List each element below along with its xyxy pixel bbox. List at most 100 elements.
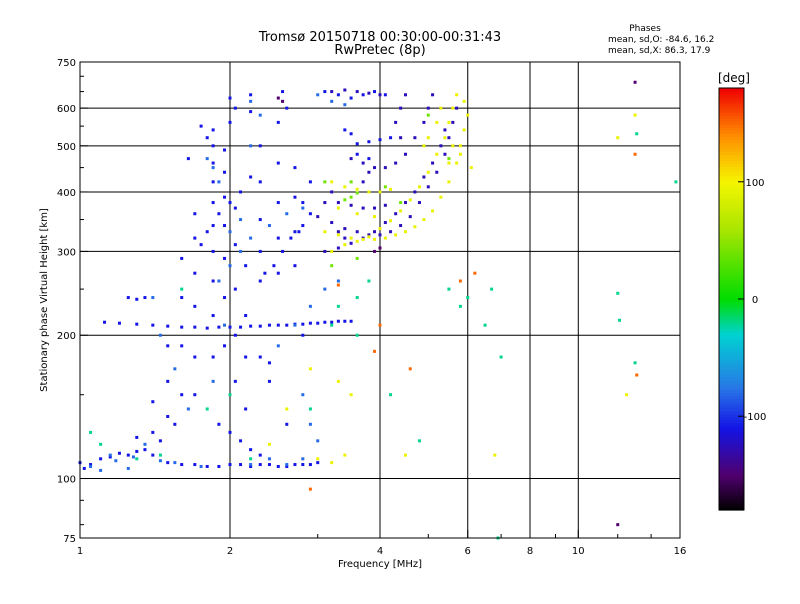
data-point bbox=[462, 128, 466, 132]
data-point bbox=[117, 451, 121, 455]
colorbar-segment bbox=[719, 431, 744, 436]
data-point bbox=[193, 325, 197, 329]
data-point bbox=[323, 320, 327, 324]
data-point bbox=[308, 304, 312, 308]
data-point bbox=[462, 99, 466, 103]
data-point bbox=[394, 161, 398, 165]
data-point bbox=[205, 157, 209, 161]
data-point bbox=[435, 170, 439, 174]
data-point bbox=[180, 344, 184, 348]
data-point bbox=[126, 466, 130, 470]
colorbar-segment bbox=[719, 440, 744, 445]
data-point bbox=[343, 103, 347, 107]
data-point bbox=[447, 180, 451, 184]
x-tick-label: 1 bbox=[77, 546, 83, 557]
data-point bbox=[180, 296, 184, 300]
colorbar-segment bbox=[719, 326, 744, 330]
data-point bbox=[426, 185, 430, 189]
x-tick-label: 4 bbox=[377, 546, 383, 557]
y-tick-label: 300 bbox=[57, 247, 76, 258]
colorbar-segment bbox=[719, 473, 744, 478]
data-point bbox=[373, 230, 377, 234]
colorbar-segment bbox=[719, 332, 744, 336]
data-point bbox=[108, 453, 112, 457]
data-point bbox=[373, 249, 377, 253]
data-point bbox=[211, 355, 215, 359]
phase-colorbar: 100 0 -100 bbox=[718, 87, 766, 511]
data-point bbox=[330, 180, 334, 184]
data-point bbox=[205, 230, 209, 234]
data-point bbox=[633, 80, 637, 84]
data-point bbox=[151, 430, 155, 434]
data-point bbox=[443, 136, 447, 140]
data-point bbox=[394, 233, 398, 237]
data-point bbox=[378, 233, 382, 237]
data-point bbox=[378, 190, 382, 194]
colorbar-segment bbox=[719, 455, 744, 460]
colorbar-segment bbox=[719, 302, 744, 306]
data-point bbox=[293, 264, 297, 268]
data-point bbox=[233, 333, 237, 337]
colorbar-segment bbox=[719, 470, 744, 475]
colorbar-segment bbox=[719, 286, 744, 291]
colorbar-segment bbox=[719, 503, 744, 508]
data-point bbox=[447, 157, 451, 161]
data-point bbox=[217, 325, 221, 329]
data-point bbox=[330, 221, 334, 225]
data-point bbox=[308, 487, 312, 491]
colorbar-segment bbox=[719, 112, 744, 116]
data-point bbox=[373, 90, 377, 94]
data-point bbox=[239, 439, 243, 443]
data-point bbox=[272, 264, 276, 268]
data-point bbox=[394, 120, 398, 124]
data-point bbox=[439, 106, 443, 110]
data-point bbox=[301, 224, 305, 228]
data-point bbox=[301, 322, 305, 326]
data-point bbox=[403, 201, 407, 205]
data-point bbox=[373, 166, 377, 170]
data-point bbox=[143, 296, 147, 300]
colorbar-segment bbox=[719, 217, 744, 222]
data-point bbox=[323, 180, 327, 184]
colorbar-segment bbox=[719, 253, 744, 258]
colorbar-segment bbox=[719, 485, 744, 490]
colorbar-segment bbox=[719, 223, 744, 228]
data-point bbox=[293, 230, 297, 234]
data-point bbox=[244, 407, 248, 411]
data-point bbox=[336, 233, 340, 237]
data-point bbox=[399, 201, 403, 205]
data-point bbox=[89, 430, 93, 434]
colorbar-segment bbox=[719, 467, 744, 472]
colorbar-segment bbox=[719, 160, 744, 164]
colorbar-segment bbox=[719, 241, 744, 246]
data-point bbox=[316, 215, 320, 219]
colorbar-segment bbox=[719, 425, 744, 430]
colorbar-segment bbox=[719, 479, 744, 484]
data-point bbox=[211, 201, 215, 205]
data-point bbox=[199, 124, 203, 128]
data-point bbox=[458, 152, 462, 156]
data-point bbox=[399, 224, 403, 228]
data-point bbox=[285, 422, 289, 426]
colorbar-tick-label: 100 bbox=[745, 178, 764, 189]
data-point bbox=[281, 249, 285, 253]
data-point bbox=[349, 393, 353, 397]
colorbar-segment bbox=[719, 344, 744, 348]
data-point bbox=[285, 407, 289, 411]
data-point bbox=[99, 442, 103, 446]
data-point bbox=[151, 323, 155, 327]
data-point bbox=[383, 203, 387, 207]
data-point bbox=[249, 99, 253, 103]
data-point bbox=[228, 120, 232, 124]
data-point bbox=[625, 393, 629, 397]
colorbar-segment bbox=[719, 88, 744, 92]
colorbar-segment bbox=[719, 295, 744, 300]
data-point bbox=[383, 93, 387, 97]
data-point bbox=[422, 218, 426, 222]
colorbar-segment bbox=[719, 205, 744, 210]
data-point bbox=[361, 206, 365, 210]
data-point bbox=[330, 461, 334, 465]
data-point bbox=[228, 96, 232, 100]
data-point bbox=[108, 455, 112, 459]
